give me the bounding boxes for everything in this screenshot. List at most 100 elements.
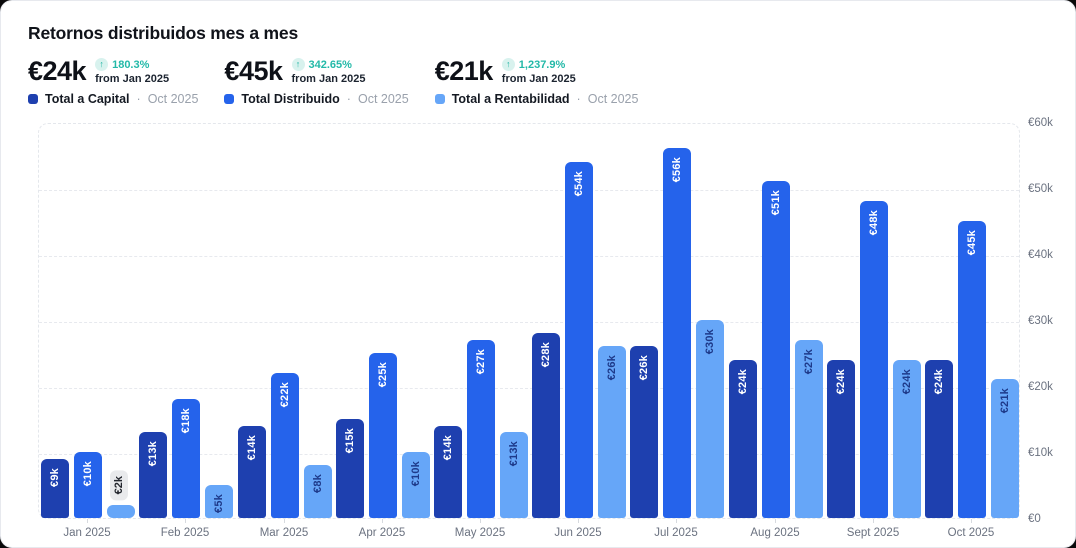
legend-item-total-a-rentabilidad[interactable]: Total a Rentabilidad · Oct 2025 (434, 92, 639, 107)
legend-swatch (434, 94, 445, 105)
kpi-value: €24k (28, 56, 87, 86)
bar-value-label: €13k (147, 441, 159, 467)
bar-value-label: €27k (475, 349, 487, 375)
bar-value-label: €22k (279, 382, 291, 408)
bar-total-distribuido-aug-2025[interactable] (762, 181, 790, 518)
bar-total-distribuido-apr-2025[interactable] (369, 353, 397, 518)
x-axis-label: Mar 2025 (259, 527, 309, 539)
bar-total-a-rentabilidad-mar-2025[interactable] (304, 465, 332, 518)
x-axis-tick (480, 519, 481, 523)
plot-area: €9k €10k €2k €13k €18k €5k €14k €22k €8k €15k €25k… (38, 123, 1020, 519)
bar-value-label: €10k (82, 461, 94, 487)
bar-value-label: €14k (442, 435, 454, 461)
legend-period: Oct 2025 (587, 92, 639, 107)
bar-total-a-capital-aug-2025[interactable] (729, 360, 757, 518)
kpi-value: €21k (434, 56, 494, 86)
x-axis-label: May 2025 (454, 527, 506, 539)
x-axis-label: Sept 2025 (846, 527, 900, 539)
bar-value-label: €27k (803, 349, 815, 375)
bar-value-label: €9k (49, 468, 61, 487)
legend-separator: · (346, 92, 351, 107)
bar-total-a-capital-apr-2025[interactable] (336, 419, 364, 518)
x-axis-tick (284, 519, 285, 523)
bar-value-label: €28k (540, 342, 552, 368)
bar-value-label: €15k (344, 428, 356, 454)
bar-total-distribuido-feb-2025[interactable] (172, 399, 200, 518)
bar-total-distribuido-jun-2025[interactable] (565, 162, 593, 518)
bar-total-a-capital-jun-2025[interactable] (532, 333, 560, 518)
bar-total-a-capital-sept-2025[interactable] (827, 360, 855, 518)
bar-total-a-rentabilidad-feb-2025[interactable] (205, 485, 233, 518)
kpi-change-note: from Jan 2025 (501, 73, 576, 85)
bar-value-label: €5k (213, 494, 225, 513)
y-axis-label: €50k (1028, 183, 1053, 195)
bar-total-a-capital-feb-2025[interactable] (139, 432, 167, 518)
kpi-row: €24k ↑ 180.3% from Jan 2025 Total a Capi… (28, 57, 638, 106)
bar-total-a-rentabilidad-oct-2025[interactable] (991, 379, 1019, 518)
bar-total-a-rentabilidad-apr-2025[interactable] (402, 452, 430, 518)
bar-value-label-outside: €2k (110, 469, 128, 500)
bar-total-distribuido-jan-2025[interactable] (74, 452, 102, 518)
bar-total-a-capital-oct-2025[interactable] (925, 360, 953, 518)
bar-total-a-rentabilidad-jan-2025[interactable] (107, 505, 135, 518)
x-axis-tick (676, 519, 677, 523)
bar-value-label: €25k (377, 362, 389, 388)
legend-label: Total a Rentabilidad (451, 92, 570, 107)
bar-total-a-rentabilidad-may-2025[interactable] (500, 432, 528, 518)
x-axis-label: Jan 2025 (63, 527, 111, 539)
legend-item-total-a-capital[interactable]: Total a Capital · Oct 2025 (28, 92, 198, 106)
legend-item-total-distribuido[interactable]: Total Distribuido · Oct 2025 (224, 92, 409, 107)
x-axis-tick (185, 519, 186, 523)
kpi-change-percent: 180.3% (112, 58, 150, 71)
kpi-total-a-rentabilidad: €21k ↑ 1,237.9% from Jan 2025 Total a Re… (434, 56, 639, 107)
bar-total-distribuido-jul-2025[interactable] (663, 148, 691, 518)
x-axis-tick (775, 519, 776, 523)
gridline (39, 322, 1019, 323)
x-axis-label: Jun 2025 (554, 527, 602, 539)
bar-value-label: €30k (704, 329, 716, 355)
arrow-up-circle-icon: ↑ (501, 58, 515, 71)
x-axis-tick (87, 519, 88, 523)
bar-value-label: €21k (999, 388, 1011, 414)
bar-value-label: €26k (638, 355, 650, 381)
bar-value-label: €14k (246, 435, 258, 461)
bar-total-distribuido-oct-2025[interactable] (958, 221, 986, 518)
bar-value-label: €24k (933, 369, 945, 395)
bar-total-distribuido-mar-2025[interactable] (271, 373, 299, 518)
page-title: Retornos distribuidos mes a mes (28, 23, 298, 43)
bar-total-a-capital-may-2025[interactable] (434, 426, 462, 518)
bar-total-a-capital-jan-2025[interactable] (41, 459, 69, 518)
bar-total-a-capital-mar-2025[interactable] (238, 426, 266, 518)
legend-label: Total Distribuido (241, 92, 340, 107)
legend-period: Oct 2025 (357, 92, 409, 107)
gridline (39, 388, 1019, 389)
kpi-change: ↑ 342.65% (291, 58, 366, 71)
kpi-value: €45k (224, 56, 283, 86)
y-axis-label: €10k (1028, 447, 1053, 459)
kpi-change-percent: 342.65% (308, 58, 352, 71)
legend-period: Oct 2025 (147, 92, 199, 107)
bar-total-a-rentabilidad-jul-2025[interactable] (696, 320, 724, 518)
bar-total-a-rentabilidad-jun-2025[interactable] (598, 346, 626, 518)
x-axis-tick (578, 519, 579, 523)
kpi-change-note: from Jan 2025 (95, 73, 170, 85)
bar-value-label: €13k (508, 441, 520, 467)
legend-label: Total a Capital (45, 92, 130, 107)
bar-total-a-rentabilidad-sept-2025[interactable] (893, 360, 921, 518)
bar-total-distribuido-may-2025[interactable] (467, 340, 495, 518)
x-axis-tick (382, 519, 383, 523)
bar-value-label: €10k (410, 461, 422, 487)
y-axis-label: €60k (1028, 117, 1053, 129)
bar-total-distribuido-sept-2025[interactable] (860, 201, 888, 518)
bar-value-label: €26k (606, 355, 618, 381)
bar-value-label: €24k (901, 369, 913, 395)
bar-total-a-rentabilidad-aug-2025[interactable] (795, 340, 823, 518)
legend-separator: · (576, 92, 581, 107)
legend-separator: · (136, 92, 141, 107)
bar-value-label: €51k (770, 190, 782, 216)
gridline (39, 454, 1019, 455)
kpi-change-note: from Jan 2025 (291, 73, 366, 85)
bar-total-a-capital-jul-2025[interactable] (630, 346, 658, 518)
x-axis-label: Jul 2025 (654, 527, 698, 539)
